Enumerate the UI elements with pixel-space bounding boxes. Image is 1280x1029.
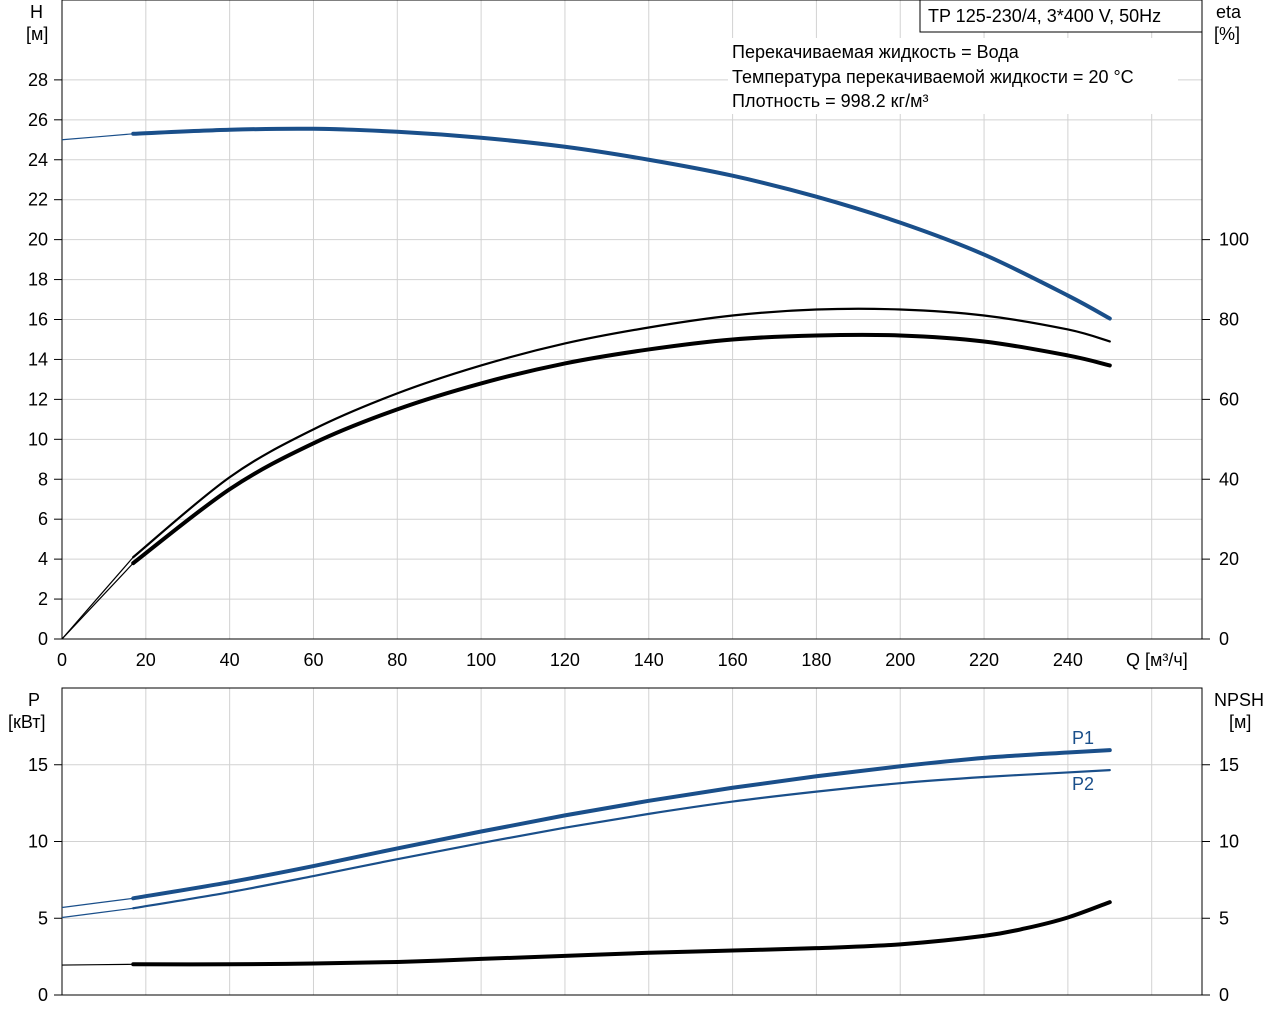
series-1-0-extrapolation: [61, 897, 134, 909]
series-0-1-extrapolation: [61, 556, 134, 640]
series-0-0-curve: [131, 126, 1112, 321]
fluid-info-line-1: Перекачиваемая жидкость = Вода: [732, 42, 1020, 62]
x-tick-label: 60: [303, 650, 323, 670]
fluid-info-line-2: Температура перекачиваемой жидкости = 20…: [732, 67, 1134, 87]
y-left-tick-label: 8: [38, 469, 48, 489]
y-right-unit-bottom: [м]: [1229, 712, 1251, 732]
bottom-plot-grid: [62, 688, 1202, 995]
y-right-tick-label: 40: [1219, 469, 1239, 489]
series-0-2-extrapolation: [61, 562, 134, 640]
y-left-tick-label: 24: [28, 150, 48, 170]
top-plot-curves: [61, 126, 1112, 640]
fluid-info-line-3: Плотность = 998.2 кг/м³: [732, 91, 928, 111]
y-right-tick-label: 60: [1219, 389, 1239, 409]
x-tick-label: 220: [969, 650, 999, 670]
y-left-unit-bottom: [кВт]: [8, 712, 46, 732]
series-0-2-curve: [131, 332, 1112, 566]
series-label-p1: P1: [1072, 728, 1094, 748]
y-left-tick-label: 2: [38, 589, 48, 609]
bottom-plot-curves: [61, 748, 1112, 967]
y-left-tick-label: 26: [28, 110, 48, 130]
series-1-1-curve: [132, 769, 1111, 910]
x-axis-label: Q [м³/ч]: [1126, 650, 1188, 670]
series-0-1-curve: [132, 307, 1111, 559]
y-right-unit-top: [%]: [1214, 24, 1240, 44]
y-left-tick-label: 10: [28, 429, 48, 449]
y-right-tick-label: 0: [1219, 985, 1229, 1005]
chart-title: TP 125-230/4, 3*400 V, 50Hz: [928, 6, 1161, 26]
y-left-tick-label: 18: [28, 270, 48, 290]
y-right-label-bottom: NPSH: [1214, 690, 1264, 710]
x-tick-label: 0: [57, 650, 67, 670]
series-label-p2: P2: [1072, 774, 1094, 794]
y-left-tick-label: 5: [38, 908, 48, 928]
y-left-tick-label: 14: [28, 349, 48, 369]
series-0-0-extrapolation: [61, 133, 134, 141]
x-tick-label: 180: [801, 650, 831, 670]
y-left-tick-label: 20: [28, 230, 48, 250]
y-right-tick-label: 0: [1219, 629, 1229, 649]
y-right-tick-label: 80: [1219, 310, 1239, 330]
y-right-tick-label: 100: [1219, 230, 1249, 250]
y-left-tick-label: 6: [38, 509, 48, 529]
fluid-info-background: [728, 38, 1178, 114]
y-left-tick-label: 15: [28, 755, 48, 775]
y-left-tick-label: 16: [28, 310, 48, 330]
y-right-tick-label: 5: [1219, 908, 1229, 928]
y-left-label-bottom: P: [28, 690, 40, 710]
fluid-info: Перекачиваемая жидкость = Вода Температу…: [728, 38, 1178, 114]
series-1-1-extrapolation: [61, 907, 134, 919]
x-tick-label: 160: [718, 650, 748, 670]
bottom-plot-labels: 0 5 10 15 0 5 10 15: [28, 755, 1239, 1005]
series-1-2-curve: [131, 900, 1112, 967]
y-right-label-top: eta: [1216, 2, 1242, 22]
series-1-2-extrapolation: [61, 963, 134, 966]
x-tick-label: 120: [550, 650, 580, 670]
x-tick-label: 80: [387, 650, 407, 670]
y-right-tick-label: 20: [1219, 549, 1239, 569]
y-left-tick-label: 28: [28, 70, 48, 90]
series-1-0-curve: [131, 748, 1112, 901]
y-left-tick-label: 0: [38, 629, 48, 649]
y-left-tick-label: 10: [28, 832, 48, 852]
y-left-label-top: H: [30, 2, 43, 22]
title-box: [919, 0, 1203, 33]
x-tick-label: 240: [1053, 650, 1083, 670]
y-right-tick-label: 10: [1219, 832, 1239, 852]
x-tick-label: 200: [885, 650, 915, 670]
x-tick-label: 100: [466, 650, 496, 670]
y-left-tick-label: 0: [38, 985, 48, 1005]
x-tick-label: 40: [220, 650, 240, 670]
y-left-tick-label: 4: [38, 549, 48, 569]
x-tick-label: 140: [634, 650, 664, 670]
y-left-unit-top: [м]: [26, 24, 48, 44]
y-left-tick-label: 12: [28, 389, 48, 409]
y-right-tick-label: 15: [1219, 755, 1239, 775]
x-tick-label: 20: [136, 650, 156, 670]
y-left-tick-label: 22: [28, 190, 48, 210]
